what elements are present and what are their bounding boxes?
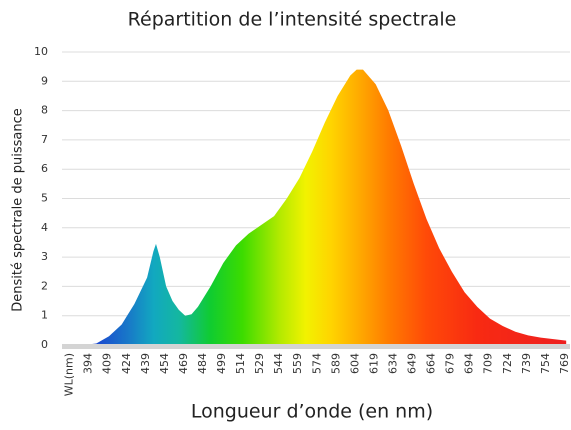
x-tick: WL(nm) bbox=[63, 353, 76, 396]
x-tick: 424 bbox=[120, 353, 133, 374]
chart-title: Répartition de l’intensité spectrale bbox=[128, 9, 457, 31]
x-tick-label: 409 bbox=[101, 353, 114, 374]
x-tick: 739 bbox=[520, 353, 533, 374]
y-tick-label: 9 bbox=[41, 74, 48, 87]
x-tick-label: 394 bbox=[82, 353, 95, 374]
x-tick-label: 649 bbox=[406, 353, 419, 374]
x-tick: 484 bbox=[196, 353, 209, 374]
x-tick-label: 469 bbox=[177, 353, 190, 374]
x-tick: 724 bbox=[501, 353, 514, 374]
x-tick-label: 589 bbox=[329, 353, 342, 374]
x-tick: 754 bbox=[539, 353, 552, 374]
x-tick: 409 bbox=[101, 353, 114, 374]
x-tick-label: 499 bbox=[215, 353, 228, 374]
x-tick-label: 529 bbox=[253, 353, 266, 374]
x-tick: 664 bbox=[425, 353, 438, 374]
y-tick-label: 4 bbox=[41, 221, 48, 234]
y-tick-label: 0 bbox=[41, 338, 48, 351]
x-tick-label: 559 bbox=[291, 353, 304, 374]
x-tick-label: 754 bbox=[539, 353, 552, 374]
y-tick-label: 7 bbox=[41, 133, 48, 146]
x-tick: 469 bbox=[177, 353, 190, 374]
y-tick-label: 2 bbox=[41, 279, 48, 292]
y-axis-label: Densité spectrale de puissance bbox=[11, 108, 26, 312]
x-tick-label: 574 bbox=[310, 353, 323, 374]
y-tick-label: 5 bbox=[41, 192, 48, 205]
x-tick: 649 bbox=[406, 353, 419, 374]
x-tick-label: 679 bbox=[444, 353, 457, 374]
x-tick: 604 bbox=[348, 353, 361, 374]
x-tick: 694 bbox=[463, 353, 476, 374]
x-tick: 709 bbox=[482, 353, 495, 374]
y-tick-label: 8 bbox=[41, 104, 48, 117]
x-tick-label: 694 bbox=[463, 353, 476, 374]
x-tick: 544 bbox=[272, 353, 285, 374]
x-tick-label: 544 bbox=[272, 353, 285, 374]
x-axis-label: Longueur d’onde (en nm) bbox=[191, 401, 433, 423]
x-axis-band bbox=[62, 344, 570, 349]
x-tick-label: 484 bbox=[196, 353, 209, 374]
x-tick-label: 709 bbox=[482, 353, 495, 374]
x-tick-label: 514 bbox=[234, 353, 247, 374]
x-tick: 454 bbox=[158, 353, 171, 374]
x-tick: 619 bbox=[367, 353, 380, 374]
x-tick-label: 619 bbox=[367, 353, 380, 374]
y-tick-label: 6 bbox=[41, 162, 48, 175]
x-tick-label: 724 bbox=[501, 353, 514, 374]
x-tick: 589 bbox=[329, 353, 342, 374]
x-tick: 529 bbox=[253, 353, 266, 374]
x-tick: 394 bbox=[82, 353, 95, 374]
x-tick: 679 bbox=[444, 353, 457, 374]
y-tick-label: 10 bbox=[34, 45, 48, 58]
x-tick: 499 bbox=[215, 353, 228, 374]
y-tick-label: 3 bbox=[41, 250, 48, 263]
x-tick: 634 bbox=[386, 353, 399, 374]
x-tick-label: 424 bbox=[120, 353, 133, 374]
x-tick: 439 bbox=[139, 353, 152, 374]
x-tick-label: 604 bbox=[348, 353, 361, 374]
x-tick: 769 bbox=[558, 353, 571, 374]
x-tick: 574 bbox=[310, 353, 323, 374]
x-tick: 559 bbox=[291, 353, 304, 374]
x-tick: 514 bbox=[234, 353, 247, 374]
x-tick-label: 739 bbox=[520, 353, 533, 374]
x-tick-label: 454 bbox=[158, 353, 171, 374]
x-tick-label: 769 bbox=[558, 353, 571, 374]
x-tick-label: WL(nm) bbox=[63, 353, 76, 396]
spectrum-area bbox=[70, 69, 567, 345]
x-tick-label: 634 bbox=[386, 353, 399, 374]
y-tick-label: 1 bbox=[41, 309, 48, 322]
x-tick-label: 664 bbox=[425, 353, 438, 374]
x-tick-label: 439 bbox=[139, 353, 152, 374]
